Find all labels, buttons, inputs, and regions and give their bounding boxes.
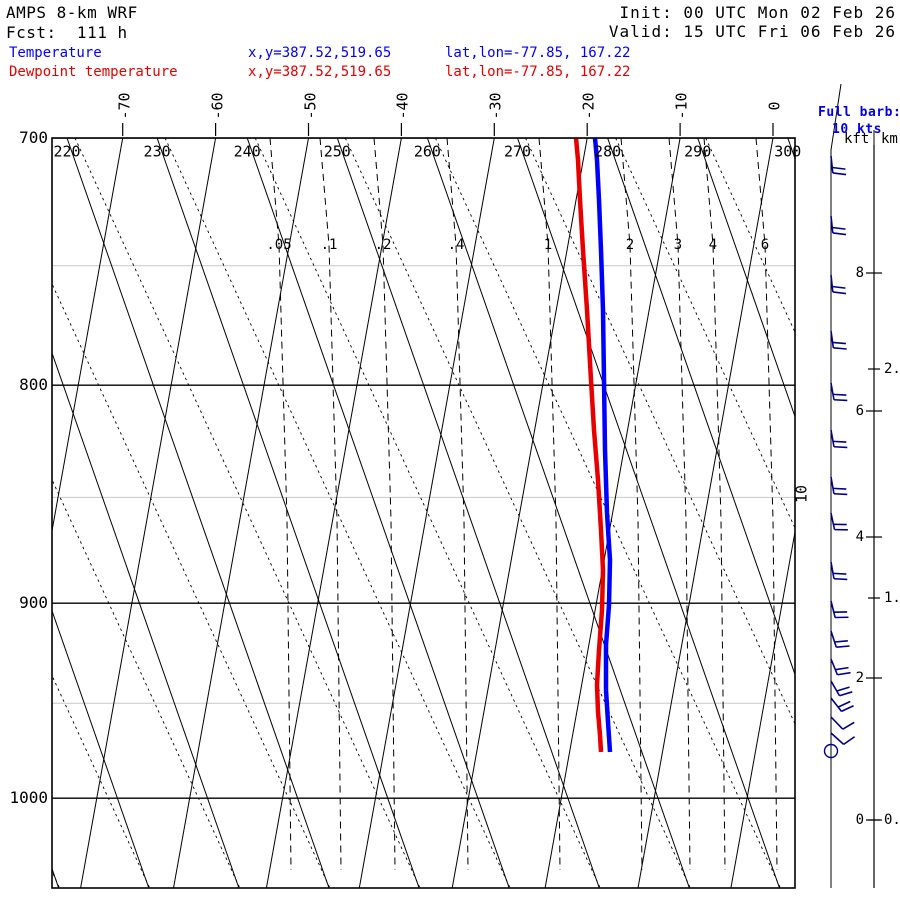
- calm-wind-circle: [823, 743, 839, 759]
- km-label: 0.: [884, 812, 900, 828]
- pressure-label: 800: [19, 375, 48, 395]
- kft-label: 6: [855, 403, 864, 419]
- theta-label: 270: [503, 142, 532, 161]
- mixing-ratio-label: 4: [708, 237, 718, 253]
- isotherm-label: -20: [579, 92, 598, 120]
- theta-label: 230: [143, 142, 171, 161]
- theta-label: 250: [323, 142, 351, 161]
- mixing-ratio-label: 2: [625, 237, 635, 253]
- wind-barbs: [830, 155, 856, 746]
- pressure-label: 700: [19, 128, 48, 147]
- kft-axis-header: kft: [844, 131, 870, 147]
- theta-label: 240: [233, 142, 261, 161]
- legend-temperature-latlon: lat,lon=-77.85, 167.22: [445, 45, 631, 61]
- isotherm-label: -60: [208, 92, 227, 120]
- pressure-label: 1000: [9, 788, 48, 808]
- theta-label: 220: [53, 142, 81, 161]
- kft-label: 0: [855, 812, 864, 828]
- legend-dewpoint-label: Dewpoint temperature: [9, 64, 178, 80]
- theta-label: 280: [594, 142, 622, 161]
- kft-label: 4: [855, 529, 864, 545]
- theta-label: 300: [774, 142, 802, 161]
- wind-barb-staff: [830, 83, 842, 888]
- mixing-ratio-label: .05: [266, 237, 292, 253]
- legend-dewpoint-latlon: lat,lon=-77.85, 167.22: [445, 64, 631, 80]
- km-label: 2.: [884, 361, 900, 377]
- init-time: Init: 00 UTC Mon 02 Feb 26: [619, 3, 896, 22]
- temperature-curve: [592, 137, 613, 753]
- mixing-ratio-label: 1: [543, 237, 553, 253]
- isotherm-label: -70: [115, 92, 134, 120]
- mixing-ratio-lines: [269, 138, 778, 871]
- dewpoint-curve: [573, 137, 606, 753]
- isotherm-lines: [52, 138, 795, 888]
- isotherm-label-right: 10: [792, 484, 811, 504]
- model-title: AMPS 8-km WRF: [6, 3, 138, 22]
- isotherm-label: -40: [393, 92, 412, 120]
- legend-dewpoint-xy: x,y=387.52,519.65: [248, 64, 392, 80]
- major-pressure-lines: [52, 138, 795, 799]
- dry-adiabat-lines: [52, 138, 795, 888]
- barb-legend-line1: Full barb:: [818, 105, 900, 120]
- mixing-ratio-label: .4: [447, 237, 465, 253]
- isotherm-label: -10: [672, 92, 691, 120]
- isotherm-label: -50: [301, 92, 319, 120]
- kft-label: 2: [855, 670, 864, 686]
- kft-label: 8: [855, 265, 864, 281]
- mixing-ratio-label: 3: [673, 237, 683, 253]
- km-axis-header: km: [881, 131, 898, 147]
- legend-temperature-xy: x,y=387.52,519.65: [248, 45, 392, 61]
- legend-temperature-label: Temperature: [9, 45, 102, 61]
- isotherm-label: -30: [486, 92, 505, 120]
- mixing-ratio-label: .1: [320, 237, 338, 253]
- theta-label: 260: [413, 142, 441, 161]
- km-label: 1.: [884, 590, 900, 606]
- isotherm-label: 0: [765, 101, 784, 111]
- plot-border: [51, 137, 796, 889]
- theta-label: 290: [684, 142, 712, 161]
- valid-time: Valid: 15 UTC Fri 06 Feb 26: [608, 22, 896, 41]
- mixing-ratio-label: 6: [760, 237, 770, 253]
- mixing-ratio-label: .2: [374, 237, 392, 253]
- barb-legend-line2: 10 kts: [832, 122, 882, 137]
- pressure-label: 900: [19, 593, 48, 613]
- forecast-hour: Fcst: 111 h: [6, 23, 128, 42]
